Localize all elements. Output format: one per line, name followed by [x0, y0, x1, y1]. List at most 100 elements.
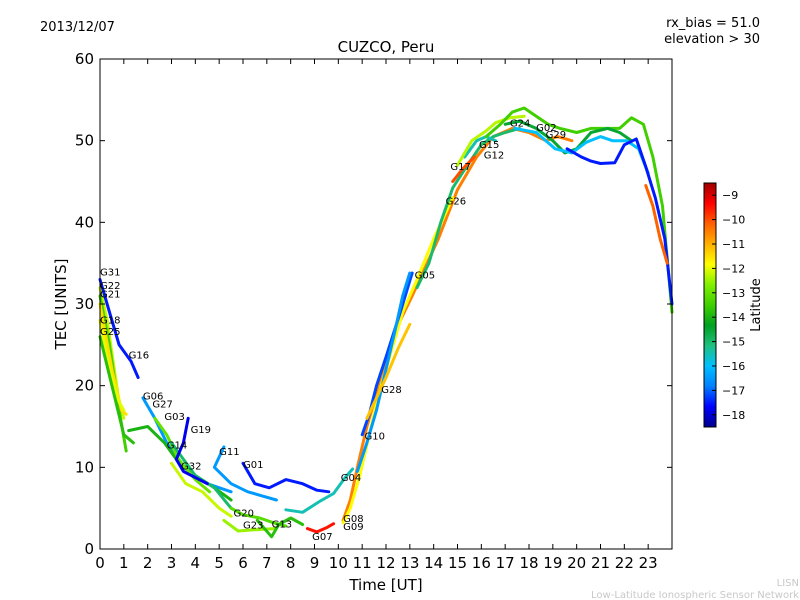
series-G04 — [284, 467, 355, 514]
x-tick-label: 8 — [286, 554, 296, 572]
label-G27: G27 — [152, 400, 172, 411]
y-tick-label: 10 — [75, 458, 94, 476]
label-G01: G01 — [243, 460, 263, 471]
plot-frame — [99, 58, 673, 550]
label-G07: G07 — [312, 532, 332, 543]
series-G29 — [513, 126, 650, 175]
y-axis-label: TEC [UNITS] — [52, 259, 70, 351]
x-tick-label: 19 — [543, 554, 562, 572]
label-G12: G12 — [484, 151, 504, 162]
x-tick-label: 9 — [310, 554, 320, 572]
x-tick-label: 0 — [95, 554, 105, 572]
colorbar-tick-label: −13 — [722, 287, 745, 300]
x-tick-label: 1 — [119, 554, 129, 572]
label-G14: G14 — [167, 440, 187, 451]
label-G21: G21 — [100, 289, 120, 300]
y-tick-label: 40 — [75, 213, 94, 231]
x-tick-label: 17 — [496, 554, 515, 572]
x-tick-label: 23 — [639, 554, 658, 572]
colorbar-tick-label: −18 — [722, 409, 745, 422]
label-G16: G16 — [129, 351, 149, 362]
label-G24: G24 — [510, 119, 530, 130]
label-G18: G18 — [100, 316, 120, 327]
footer-network: Low-Latitude Ionospheric Sensor Network — [591, 590, 799, 600]
label-G32: G32 — [181, 462, 201, 473]
y-axis: 0 10 20 30 40 50 60 — [75, 50, 672, 558]
y-tick-label: 60 — [75, 50, 94, 68]
x-tick-label: 16 — [472, 554, 491, 572]
colorbar-tick-label: −11 — [722, 238, 745, 251]
x-tick-label: 6 — [238, 554, 248, 572]
label-G29: G29 — [546, 130, 566, 141]
label-G10: G10 — [365, 431, 385, 442]
chart-title: CUZCO, Peru — [338, 38, 435, 56]
colorbar-tick-label: −12 — [722, 262, 745, 275]
x-tick-label: 2 — [143, 554, 153, 572]
series-G17 — [451, 155, 476, 183]
y-tick-label: 0 — [84, 540, 94, 558]
x-tick-label: 12 — [376, 554, 395, 572]
footer-lisn: LISN — [777, 578, 799, 589]
label-G26: G26 — [446, 196, 466, 207]
colorbar-tick-label: −17 — [722, 384, 745, 397]
series-layer — [98, 106, 674, 539]
label-G23: G23 — [243, 521, 263, 532]
x-tick-label: 7 — [262, 554, 272, 572]
date-label: 2013/12/07 — [40, 20, 115, 35]
x-tick-label: 11 — [353, 554, 372, 572]
label-G19: G19 — [191, 425, 211, 436]
label-G15: G15 — [479, 140, 499, 151]
rx-bias-label: rx_bias = 51.0 — [666, 16, 760, 31]
series-G01 — [241, 461, 331, 494]
label-G03: G03 — [164, 412, 184, 423]
series-G18 — [98, 318, 126, 412]
label-G11: G11 — [219, 447, 239, 458]
y-tick-label: 20 — [75, 377, 94, 395]
colorbar-tick-label: −16 — [722, 360, 745, 373]
colorbar-tick-label: −14 — [722, 311, 745, 324]
x-tick-label: 14 — [424, 554, 443, 572]
x-axis: 0 1 2 3 4 5 6 7 8 9 10 11 12 13 14 15 16 17 18 19 20 21 22 23 — [95, 59, 658, 572]
colorbar-tick-label: −9 — [722, 189, 738, 202]
label-G22: G22 — [100, 281, 120, 292]
label-G09: G09 — [343, 522, 363, 533]
x-tick-label: 3 — [167, 554, 177, 572]
label-G13: G13 — [272, 520, 292, 531]
series-G26 — [415, 126, 521, 290]
series-G28 — [365, 322, 412, 420]
series-G11 — [212, 445, 278, 502]
label-G17: G17 — [450, 162, 470, 173]
x-tick-label: 22 — [615, 554, 634, 572]
series-G24 — [484, 106, 674, 314]
label-G20: G20 — [233, 508, 253, 519]
x-tick-label: 18 — [519, 554, 538, 572]
x-tick-label: 4 — [191, 554, 201, 572]
y-tick-label: 50 — [75, 132, 94, 150]
series-G03 — [153, 416, 212, 494]
series-G32 — [170, 461, 233, 518]
x-tick-label: 15 — [448, 554, 467, 572]
y-tick-label: 30 — [75, 295, 94, 313]
x-tick-label: 10 — [329, 554, 348, 572]
label-G25: G25 — [100, 327, 120, 338]
colorbar-tick-label: −15 — [722, 336, 745, 349]
colorbar-label: Latitude — [749, 278, 764, 332]
x-axis-label: Time [UT] — [348, 576, 422, 594]
series-G07 — [305, 522, 336, 534]
series-G05 — [355, 271, 412, 473]
elevation-label: elevation > 30 — [664, 32, 760, 47]
colorbar-ticks: −9 −10 −11 −12 −13 −14 −15 −16 −17 −18 — [712, 189, 745, 422]
series-G13 — [255, 516, 305, 539]
series-G12 — [456, 114, 526, 167]
label-G02: G02 — [536, 123, 556, 134]
label-G31: G31 — [100, 267, 120, 278]
label-G08: G08 — [343, 514, 363, 525]
label-G28: G28 — [381, 385, 401, 396]
label-G05: G05 — [415, 271, 435, 282]
series-G19 — [174, 416, 209, 486]
label-G04: G04 — [341, 473, 361, 484]
series-G30 — [565, 137, 674, 306]
x-tick-label: 13 — [400, 554, 419, 572]
